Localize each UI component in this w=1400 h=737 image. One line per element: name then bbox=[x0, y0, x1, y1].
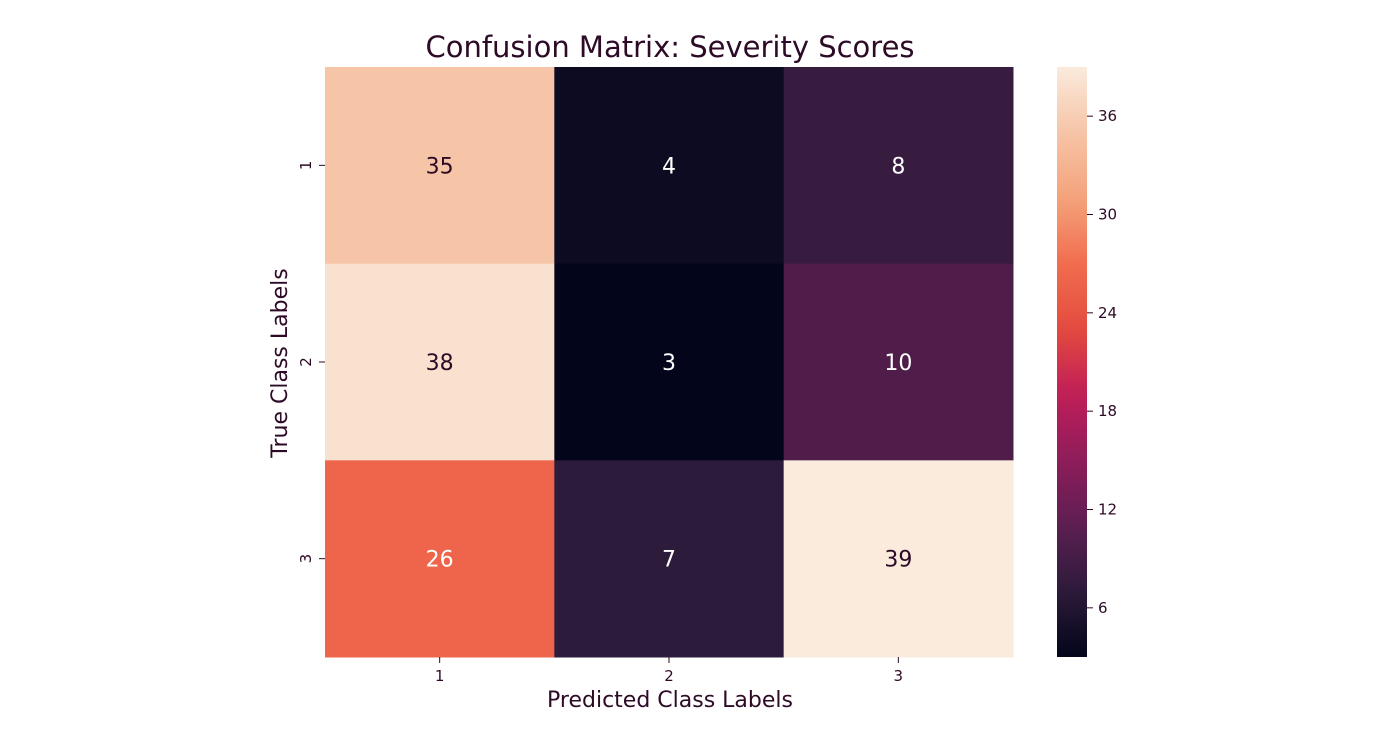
cell-value-r2-c1: 38 bbox=[426, 351, 454, 376]
heatmap-cell-r2-c1 bbox=[325, 263, 555, 461]
heatmap-cell-r1-c2 bbox=[554, 67, 785, 265]
cell-value-r3-c3: 39 bbox=[884, 548, 912, 573]
cell-value-r1-c1: 35 bbox=[426, 154, 454, 179]
x-axis-ticks: 1 2 3 bbox=[435, 657, 903, 685]
colorbar bbox=[1057, 67, 1087, 657]
heatmap-cell-r2-c3 bbox=[783, 263, 1014, 461]
x-tick-label: 2 bbox=[664, 667, 674, 685]
heatmap-cell-r3-c2 bbox=[554, 460, 785, 658]
cell-value-r3-c2: 7 bbox=[662, 548, 676, 573]
cell-value-r1-c3: 8 bbox=[891, 154, 905, 179]
heatmap-cell-r3-c3 bbox=[783, 460, 1014, 658]
y-tick-label: 2 bbox=[297, 357, 315, 367]
x-tick-label: 1 bbox=[435, 667, 445, 685]
heatmap-cells bbox=[325, 67, 1014, 658]
heatmap-cell-r1-c1 bbox=[325, 67, 555, 265]
x-axis-label: Predicted Class Labels bbox=[547, 688, 793, 713]
x-tick-label: 3 bbox=[894, 667, 904, 685]
y-tick-label: 3 bbox=[297, 554, 315, 564]
heatmap-cell-r3-c1 bbox=[325, 460, 555, 658]
heatmap-cell-r1-c3 bbox=[783, 67, 1014, 265]
y-tick-label: 1 bbox=[297, 161, 315, 171]
cell-value-r2-c2: 3 bbox=[662, 351, 676, 376]
colorbar-tick-label: 24 bbox=[1098, 304, 1117, 322]
chart-title: Confusion Matrix: Severity Scores bbox=[425, 30, 914, 64]
y-axis-label: True Class Labels bbox=[268, 268, 293, 458]
colorbar-tick-label: 6 bbox=[1098, 599, 1108, 617]
heatmap-cell-labels: 35 4 8 38 3 10 26 7 39 bbox=[426, 154, 913, 572]
cell-value-r3-c1: 26 bbox=[426, 548, 454, 573]
colorbar-tick-label: 18 bbox=[1098, 402, 1117, 420]
colorbar-tick-label: 36 bbox=[1098, 107, 1117, 125]
colorbar-tick-label: 30 bbox=[1098, 206, 1117, 224]
heatmap-cell-r2-c2 bbox=[554, 263, 785, 461]
colorbar-ticks: 6 12 18 24 30 36 bbox=[1087, 107, 1117, 617]
cell-value-r1-c2: 4 bbox=[662, 154, 676, 179]
cell-value-r2-c3: 10 bbox=[884, 351, 912, 376]
y-axis-ticks: 1 2 3 bbox=[297, 161, 325, 564]
colorbar-tick-label: 12 bbox=[1098, 501, 1117, 519]
